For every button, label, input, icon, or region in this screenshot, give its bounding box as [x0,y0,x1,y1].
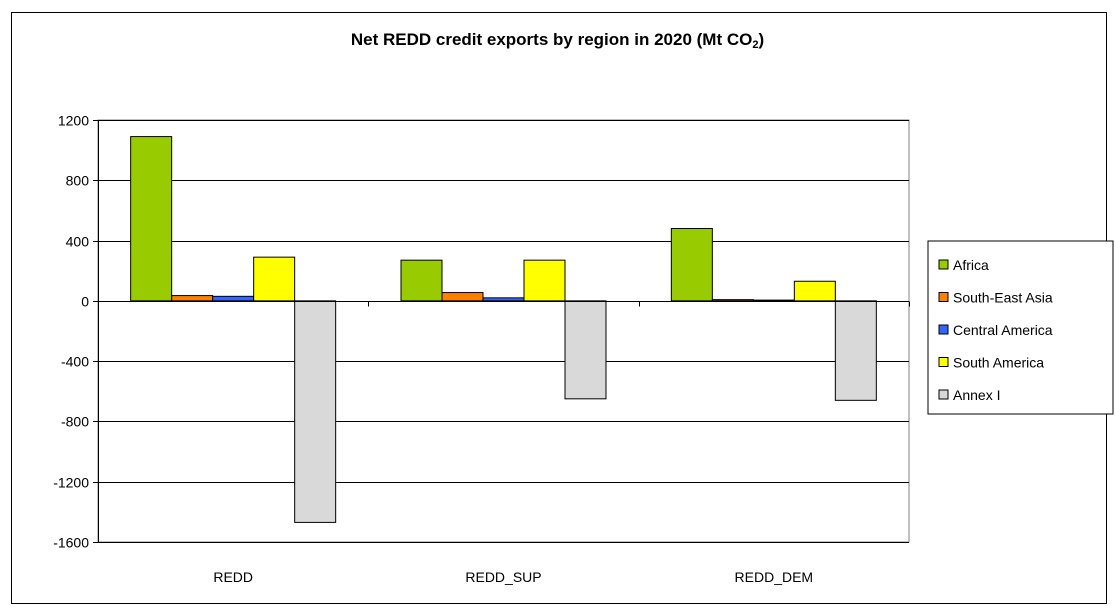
legend-label: South-East Asia [953,290,1053,306]
legend-swatch [938,259,949,270]
bar-central-america [212,295,255,302]
y-tick-label: 1200 [58,113,89,129]
x-category-label: REDD_SUP [465,569,541,585]
chart-title-end: ) [758,30,765,49]
legend-swatch [938,389,949,400]
bar-south-america [523,259,566,302]
legend-swatch [938,324,949,335]
bar-annex-i [294,300,337,523]
y-tick-label: 800 [66,173,90,189]
legend-swatch [938,357,949,367]
y-tick-label: -1600 [53,535,89,551]
legend-swatch [938,292,949,302]
legend-label: Africa [953,257,989,273]
bar-annex-i [564,300,607,400]
legend-box [927,240,1114,415]
chart-title: Net REDD credit exports by region in 202… [0,30,1115,51]
x-category-label: REDD_DEM [735,569,814,585]
y-tick-label: -800 [61,414,89,430]
bar-africa [130,136,173,302]
bar-africa [400,259,443,302]
chart-title-main: Net REDD credit exports by region in 202… [350,30,753,49]
y-tick-label: -400 [61,354,89,370]
bar-south-east-asia [711,299,754,302]
bar-central-america [482,297,525,302]
bar-africa [670,228,713,302]
y-tick-label: 400 [66,234,90,250]
bar-central-america [752,299,795,302]
bar-south-america [253,256,296,302]
chart-title-subscript: 2 [752,39,759,51]
x-category-label: REDD [213,569,253,585]
legend-label: Central America [953,322,1053,338]
bar-south-east-asia [441,292,484,302]
y-tick-label: -1200 [53,475,89,491]
y-tick-label: 0 [81,294,89,310]
bar-south-east-asia [171,295,214,302]
legend-label: Annex I [953,387,1000,403]
legend-label: South America [953,355,1044,371]
plot-area [97,119,910,543]
bar-south-america [793,280,836,302]
bar-annex-i [834,300,877,401]
